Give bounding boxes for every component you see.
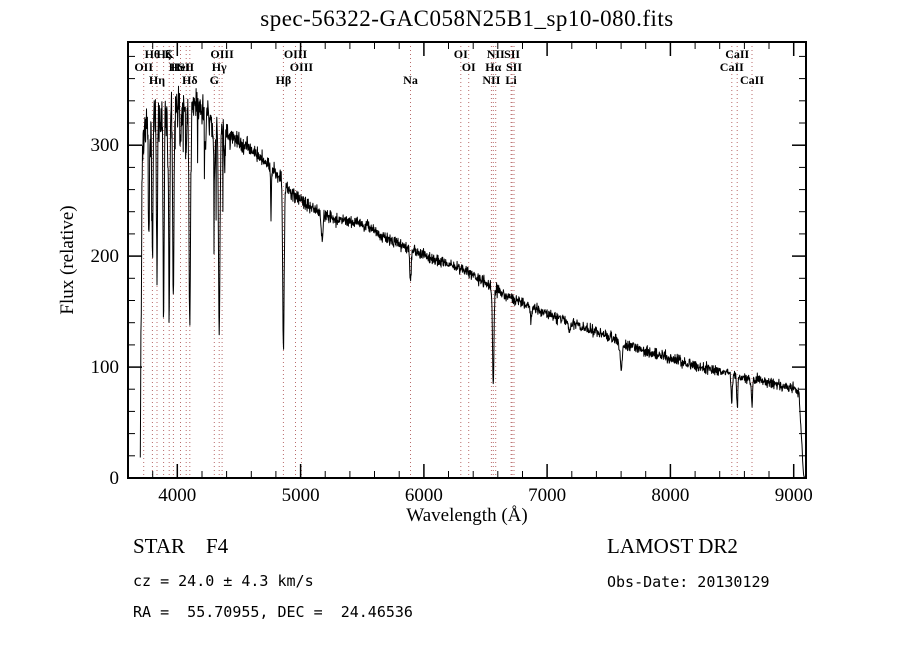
- spectral-marker-label: OIII: [290, 60, 314, 74]
- y-tick-label: 200: [91, 246, 120, 267]
- spectral-marker-label: OII: [134, 60, 153, 74]
- x-tick-label: 4000: [158, 485, 196, 506]
- spectral-marker-label: OI: [454, 47, 468, 61]
- spectral-marker-label: G: [210, 73, 219, 87]
- ra-dec-value: RA = 55.70955, DEC = 24.46536: [133, 603, 413, 621]
- spectral-marker-label: CaII: [740, 73, 764, 87]
- obs-date: Obs-Date: 20130129: [607, 573, 770, 591]
- cz-value: cz = 24.0 ± 4.3 km/s: [133, 572, 314, 590]
- spectral-marker-label: Hζ: [156, 47, 171, 61]
- spectral-marker-label: Na: [403, 73, 418, 87]
- plot-box: [127, 41, 807, 479]
- spectral-marker-label: SII: [178, 60, 194, 74]
- spectral-marker-label: SII: [504, 47, 520, 61]
- x-tick-label: 5000: [282, 485, 320, 506]
- spectral-marker-label: H: [169, 60, 179, 74]
- spectral-marker-label: CaII: [720, 60, 744, 74]
- spectral-marker-label: HeI: [171, 60, 191, 74]
- spectral-marker-label: OIII: [284, 47, 308, 61]
- y-tick-label: 100: [91, 357, 120, 378]
- y-axis-label: Flux (relative): [57, 205, 78, 315]
- survey-label: LAMOST DR2: [607, 534, 738, 558]
- x-tick-label: 9000: [775, 485, 813, 506]
- spectral-marker-label: Hθ: [145, 47, 161, 61]
- spectral-marker-label: OIII: [210, 47, 234, 61]
- spectral-marker-label: Hβ: [276, 73, 292, 87]
- spectral-marker-label: Hη: [149, 73, 165, 87]
- spectral-marker-label: SII: [506, 60, 522, 74]
- x-axis-label: Wavelength (Å): [406, 505, 528, 526]
- x-tick-label: 8000: [651, 485, 689, 506]
- spectral-marker-label: Hα: [485, 60, 501, 74]
- x-tick-label: 6000: [405, 485, 443, 506]
- spectral-marker-label: OI: [462, 60, 476, 74]
- spectral-marker-label: K: [165, 47, 175, 61]
- spectral-marker-label: NII: [487, 47, 505, 61]
- page-title: spec-56322-GAC058N25B1_sp10-080.fits: [260, 6, 674, 31]
- star-class-label: STAR F4: [133, 534, 229, 558]
- spectral-marker-label: Hγ: [212, 60, 227, 74]
- y-tick-label: 0: [110, 468, 120, 489]
- spectral-marker-label: Hδ: [182, 73, 198, 87]
- y-tick-label: 300: [91, 135, 120, 156]
- spectral-marker-label: CaII: [725, 47, 749, 61]
- spectral-marker-label: NII: [482, 73, 500, 87]
- x-tick-label: 7000: [528, 485, 566, 506]
- spectrum-line: [139, 85, 805, 478]
- spectral-marker-label: Li: [505, 73, 517, 87]
